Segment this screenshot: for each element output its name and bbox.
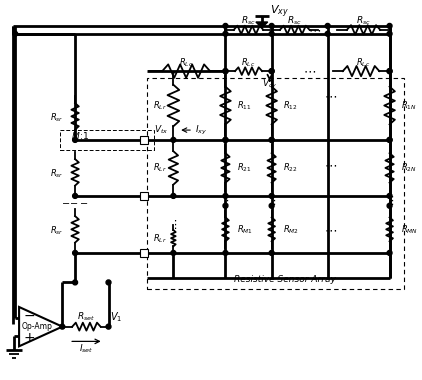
- Text: $R_{sc}$: $R_{sc}$: [241, 15, 256, 27]
- Text: $R_{21}$: $R_{21}$: [237, 162, 252, 174]
- Circle shape: [223, 193, 228, 198]
- Circle shape: [387, 31, 392, 36]
- Bar: [140, 136, 148, 144]
- Circle shape: [387, 69, 392, 74]
- Text: $\cdots$: $\cdots$: [324, 89, 337, 102]
- Circle shape: [269, 203, 274, 208]
- Circle shape: [106, 324, 111, 329]
- Text: $R_{sr}$: $R_{sr}$: [50, 168, 63, 180]
- Circle shape: [387, 203, 392, 208]
- Circle shape: [269, 138, 274, 142]
- Text: $-\!-\!-$: $-\!-\!-$: [61, 197, 89, 207]
- Circle shape: [269, 69, 274, 74]
- Text: $R_{Lr}$: $R_{Lr}$: [153, 99, 167, 112]
- Text: $R_{MN}$: $R_{MN}$: [401, 223, 419, 236]
- Text: $M\!:\!1$: $M\!:\!1$: [71, 130, 89, 141]
- Polygon shape: [256, 22, 268, 28]
- Text: $R_{Lc}$: $R_{Lc}$: [357, 56, 371, 68]
- Circle shape: [325, 31, 330, 36]
- Text: $I_{set}$: $I_{set}$: [79, 343, 94, 356]
- Circle shape: [387, 138, 392, 142]
- Bar: [140, 192, 148, 200]
- Text: $-$: $-$: [23, 308, 35, 322]
- Circle shape: [387, 24, 392, 28]
- Text: $R_{Lc}$: $R_{Lc}$: [241, 56, 256, 68]
- Bar: [60, 130, 154, 150]
- Text: $R_{2N}$: $R_{2N}$: [401, 162, 417, 174]
- Text: $R_{set}$: $R_{set}$: [77, 310, 95, 323]
- Circle shape: [325, 24, 330, 28]
- Text: $\vdots$: $\vdots$: [169, 218, 177, 231]
- Text: $\vdots$: $\vdots$: [222, 194, 230, 207]
- Circle shape: [223, 203, 228, 208]
- Circle shape: [223, 24, 228, 28]
- Text: $R_{sc}$: $R_{sc}$: [287, 15, 302, 27]
- Circle shape: [387, 193, 392, 198]
- Bar: [140, 249, 148, 257]
- Text: $\cdots$: $\cdots$: [324, 224, 337, 237]
- Text: $R_{sc}$: $R_{sc}$: [356, 15, 371, 27]
- Text: $\vdots$: $\vdots$: [268, 194, 276, 207]
- Circle shape: [106, 280, 111, 285]
- Circle shape: [269, 69, 274, 74]
- Circle shape: [387, 250, 392, 255]
- Circle shape: [223, 138, 228, 142]
- Circle shape: [269, 193, 274, 198]
- Text: $R_{Lc}$: $R_{Lc}$: [179, 56, 193, 68]
- Circle shape: [73, 193, 78, 198]
- Circle shape: [269, 24, 274, 28]
- Text: $V_1$: $V_1$: [110, 310, 122, 324]
- Text: $V_{xy}$: $V_{xy}$: [270, 4, 289, 21]
- Text: $R_{Lr}$: $R_{Lr}$: [153, 162, 167, 174]
- Text: Resistive Sensor Array: Resistive Sensor Array: [235, 275, 336, 284]
- Circle shape: [223, 250, 228, 255]
- Circle shape: [223, 69, 228, 74]
- Circle shape: [73, 138, 78, 142]
- Circle shape: [171, 138, 176, 142]
- Circle shape: [73, 280, 78, 285]
- Circle shape: [171, 250, 176, 255]
- Text: $R_{M1}$: $R_{M1}$: [237, 223, 253, 236]
- Text: $V_{tx}$: $V_{tx}$: [154, 124, 168, 136]
- Text: $\cdots$: $\cdots$: [303, 65, 316, 78]
- Circle shape: [269, 31, 274, 36]
- Text: Op-Amp: Op-Amp: [22, 322, 52, 331]
- Circle shape: [171, 193, 176, 198]
- Circle shape: [13, 31, 18, 36]
- Text: $R_{M2}$: $R_{M2}$: [284, 223, 300, 236]
- Text: $R_{sr}$: $R_{sr}$: [50, 112, 63, 124]
- Text: $R_{sr}$: $R_{sr}$: [50, 225, 63, 237]
- Circle shape: [223, 69, 228, 74]
- Text: $R_{1N}$: $R_{1N}$: [401, 99, 417, 112]
- Circle shape: [73, 250, 78, 255]
- Text: $R_{22}$: $R_{22}$: [284, 162, 298, 174]
- Circle shape: [223, 31, 228, 36]
- Circle shape: [269, 250, 274, 255]
- Bar: [147, 78, 404, 289]
- Text: $I_{xy}$: $I_{xy}$: [195, 124, 207, 137]
- Text: $\cdots$: $\cdots$: [324, 158, 337, 171]
- Text: $\vdots$: $\vdots$: [386, 194, 394, 207]
- Circle shape: [387, 69, 392, 74]
- Text: $V_{cy}$: $V_{cy}$: [262, 78, 277, 92]
- Text: $+$: $+$: [23, 331, 35, 345]
- Text: $R_{12}$: $R_{12}$: [284, 99, 298, 112]
- Circle shape: [223, 138, 228, 142]
- Text: $R_{11}$: $R_{11}$: [237, 99, 252, 112]
- Text: $R_{Lr}$: $R_{Lr}$: [153, 233, 167, 245]
- Circle shape: [60, 324, 65, 329]
- Circle shape: [269, 138, 274, 142]
- Circle shape: [387, 138, 392, 142]
- Text: $\cdots$: $\cdots$: [308, 23, 321, 36]
